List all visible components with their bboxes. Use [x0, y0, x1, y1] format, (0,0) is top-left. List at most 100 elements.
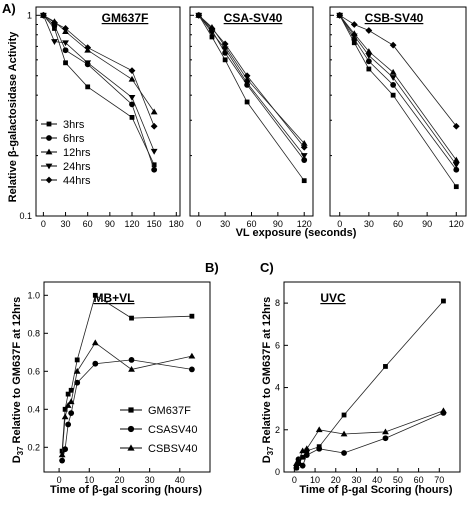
data-point [382, 435, 389, 442]
data-point [299, 462, 306, 469]
series-line [339, 14, 457, 127]
data-point [300, 454, 306, 460]
series-3hrs [196, 12, 307, 184]
data-point [188, 366, 195, 373]
d37-main: D [261, 455, 273, 463]
chart-a2: CSA-SV40 0 30 60 90 120 [189, 6, 314, 229]
legend-marker [45, 148, 53, 155]
x-tick-label: 60 [414, 475, 424, 485]
series-line [61, 359, 192, 461]
data-point [441, 298, 446, 304]
data-point [128, 357, 135, 363]
legend-marker [127, 425, 135, 433]
data-point [62, 406, 68, 412]
x-tick-label: 30 [61, 219, 71, 229]
x-tick-label: 20 [114, 475, 124, 485]
d37-main: D [11, 455, 23, 463]
x-tick-label: 30 [364, 219, 374, 229]
data-point [300, 143, 308, 151]
series-csasv40 [59, 357, 195, 464]
data-point [64, 402, 72, 408]
data-point [74, 379, 81, 386]
data-point [440, 407, 447, 414]
data-point [62, 25, 69, 32]
data-point [195, 11, 203, 19]
legend-label: 24hrs [63, 161, 91, 173]
panel-b-ylabel: D37 Relative to GM637F at 12hrs [11, 297, 25, 464]
panel-label-a: A) [2, 1, 16, 16]
data-point [73, 367, 81, 374]
x-tick-label: 120 [297, 219, 312, 229]
panel-b-xlabel: Time of β-gal scoring (hours) [50, 484, 202, 496]
x-tick-label: 60 [83, 219, 93, 229]
legend-marker [45, 163, 53, 170]
data-point [51, 39, 58, 45]
x-tick-label: 10 [310, 475, 320, 485]
data-point [299, 447, 307, 454]
data-point [67, 398, 75, 405]
data-point [452, 156, 460, 163]
legend-label: 44hrs [63, 175, 91, 187]
data-point [62, 47, 69, 54]
y-tick-label: 6 [275, 340, 280, 350]
data-point [365, 58, 372, 65]
y-tick-label: 4 [275, 383, 280, 393]
series-line [43, 14, 155, 127]
data-point [452, 162, 460, 169]
panel-c-xlabel: Time of β-gal Scoring (hours) [299, 484, 453, 496]
data-point [150, 108, 158, 115]
data-point [58, 451, 66, 458]
data-point [92, 360, 99, 367]
data-point [389, 68, 397, 75]
legend-label: CSASV40 [148, 424, 198, 436]
series-line [296, 412, 444, 468]
x-tick-label: 30 [351, 475, 361, 485]
data-point [221, 40, 229, 48]
data-point [244, 99, 250, 105]
series-24hrs [39, 12, 158, 155]
y-tick-label: 0.4 [27, 404, 40, 414]
chart-a1: GM637F 0 30 60 90 120 150 180 1 0.1 3hrs 6hrs 12hrs 2… [19, 6, 184, 229]
data-point [39, 11, 47, 19]
legend-marker [127, 444, 135, 451]
series-44hrs [39, 11, 158, 130]
x-tick-label: 30 [145, 475, 155, 485]
data-point [84, 60, 92, 67]
data-point [150, 122, 158, 130]
data-point [222, 57, 228, 63]
series-line [198, 15, 305, 181]
data-point [390, 92, 396, 98]
data-point [129, 315, 134, 321]
data-point [316, 445, 323, 452]
data-point [300, 140, 308, 146]
d37-rest: Relative to GM637F at 12hrs [261, 297, 273, 444]
data-point [68, 387, 74, 393]
y-tick-label: 8 [275, 298, 280, 308]
data-point [91, 339, 99, 346]
data-point [365, 27, 373, 34]
data-point [221, 46, 229, 53]
data-point [209, 34, 215, 40]
data-point [452, 122, 460, 130]
y-tick-label: 0.1 [19, 211, 32, 221]
data-point [303, 452, 310, 459]
x-tick-label: 60 [246, 219, 256, 229]
series-line [198, 15, 305, 161]
x-tick-label: 50 [393, 475, 403, 485]
y-tick-label: 0.2 [27, 442, 40, 452]
x-tick-label: 30 [220, 219, 230, 229]
data-point [188, 352, 196, 359]
panel-a-xlabel: VL exposure (seconds) [236, 227, 357, 239]
data-point [453, 184, 459, 190]
data-point [336, 11, 344, 19]
data-point [208, 25, 216, 32]
x-tick-label: 40 [372, 475, 382, 485]
y-tick-label: 0.6 [27, 366, 40, 376]
data-point [62, 446, 69, 453]
y-tick-label: 2 [275, 425, 280, 435]
data-point [365, 53, 373, 59]
chart-b: MB+VL 0 10 20 30 40 0.2 0.4 0.6 0.8 1.0 GM637F CSASV… [27, 281, 211, 485]
data-point [65, 421, 72, 428]
legend-label: 12hrs [63, 147, 91, 159]
data-point [453, 166, 460, 173]
